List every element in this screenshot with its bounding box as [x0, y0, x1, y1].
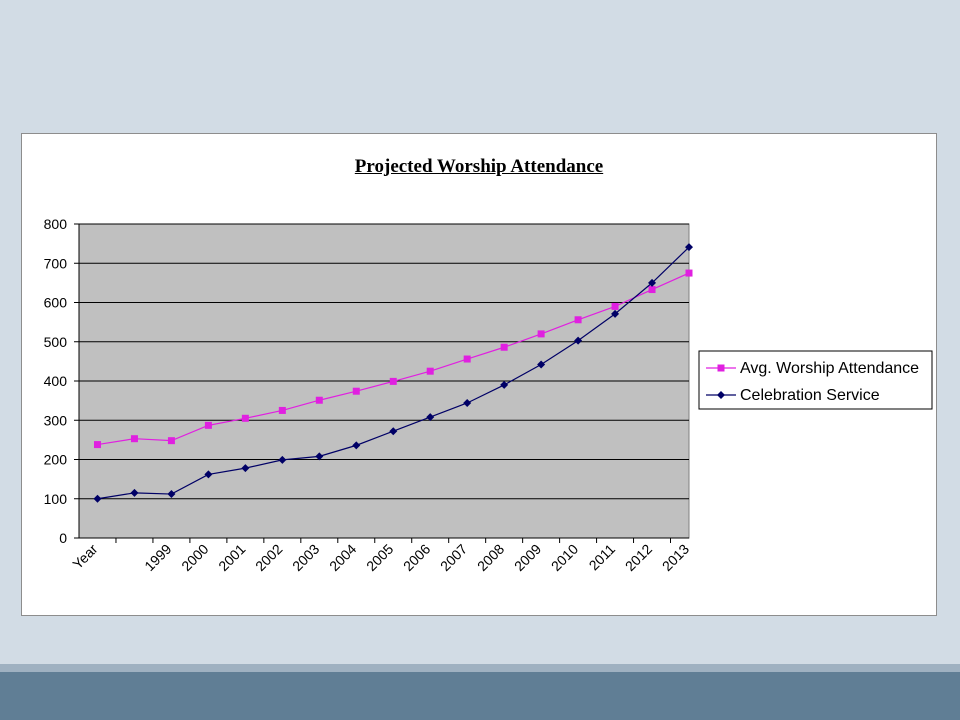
x-tick-label: 2008 [474, 541, 507, 574]
x-tick-label: 2013 [659, 541, 692, 574]
data-point [315, 396, 323, 404]
x-tick-label: 1999 [141, 541, 174, 574]
data-point [204, 421, 212, 429]
data-point [130, 488, 139, 497]
data-point [463, 355, 471, 363]
data-point [611, 302, 619, 310]
legend-marker [717, 391, 725, 399]
slide-footer-band-light [0, 664, 960, 672]
data-point [278, 406, 286, 414]
data-point [611, 309, 620, 318]
data-point [352, 387, 360, 395]
data-point [648, 286, 656, 294]
data-point [93, 494, 102, 503]
data-point [648, 278, 657, 287]
x-tick-label: 2007 [437, 541, 470, 574]
y-tick-label: 0 [59, 530, 67, 546]
legend [698, 350, 933, 410]
x-tick-label: 2012 [622, 541, 655, 574]
y-tick-label: 500 [44, 334, 68, 350]
y-tick-label: 300 [44, 412, 68, 428]
x-tick-label: 2003 [289, 541, 322, 574]
x-tick-label: 2011 [586, 541, 619, 574]
x-tick-label: 2010 [548, 541, 581, 574]
data-point [130, 435, 138, 443]
x-tick-label: 2005 [363, 541, 396, 574]
x-tick-label: 2009 [511, 541, 544, 574]
data-point [352, 441, 361, 450]
y-tick-label: 600 [44, 295, 68, 311]
data-point [93, 441, 101, 449]
data-point [389, 427, 398, 436]
data-point [426, 413, 435, 422]
y-tick-label: 200 [44, 452, 68, 468]
chart-title: Projected Worship Attendance [354, 156, 604, 177]
data-point [167, 490, 176, 499]
data-point [315, 452, 324, 461]
data-point [463, 398, 472, 407]
data-point [574, 336, 583, 345]
legend-label: Celebration Service [740, 387, 880, 404]
legend-marker [717, 364, 725, 372]
data-point [500, 343, 508, 351]
x-tick-label: 2002 [252, 541, 285, 574]
x-tick-label: Year [69, 541, 101, 573]
chart-frame: Projected Worship Attendance 0 100 200 300 4… [21, 133, 937, 616]
slide-footer-band [0, 672, 960, 720]
data-point [685, 269, 693, 277]
data-point [167, 437, 175, 445]
x-tick-label: 2001 [215, 541, 248, 574]
data-point [537, 360, 546, 369]
data-point [500, 380, 509, 389]
data-point [278, 455, 287, 464]
data-point [241, 464, 250, 473]
data-point [389, 377, 397, 385]
y-tick-label: 400 [44, 373, 68, 389]
data-point [241, 414, 249, 422]
x-tick-label: 2000 [178, 541, 211, 574]
data-point [204, 470, 213, 479]
x-tick-label: 2004 [326, 541, 359, 574]
y-tick-label: 700 [44, 255, 68, 271]
data-point [685, 243, 693, 252]
y-tick-label: 100 [44, 491, 68, 507]
legend-label: Avg. Worship Attendance [740, 360, 919, 377]
data-point [537, 330, 545, 338]
data-point [574, 316, 582, 324]
y-tick-label: 800 [44, 216, 68, 232]
x-tick-label: 2006 [400, 541, 433, 574]
data-point [426, 367, 434, 375]
